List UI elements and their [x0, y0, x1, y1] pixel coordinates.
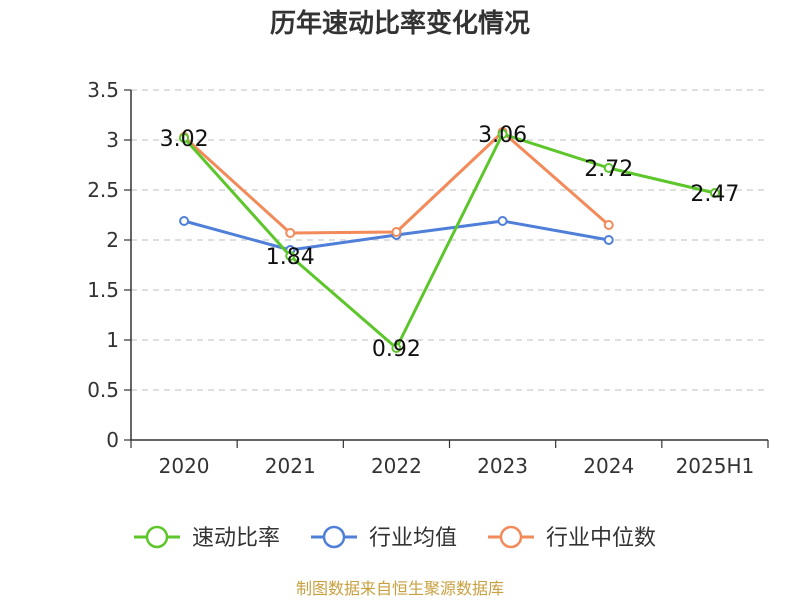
series-point — [285, 228, 296, 238]
data-label: 3.02 — [160, 127, 209, 152]
y-tick-label: 1 — [106, 328, 119, 352]
y-tick-label: 1.5 — [87, 278, 119, 302]
series-point — [497, 216, 508, 226]
data-label: 3.06 — [478, 123, 527, 148]
y-tick-label: 0.5 — [87, 378, 119, 402]
legend-label: 行业均值 — [369, 526, 457, 551]
y-tick-label: 2.5 — [87, 178, 119, 202]
y-tick-label: 0 — [106, 428, 119, 452]
x-tick-label: 2021 — [265, 454, 316, 478]
legend[interactable]: 速动比率 行业均值 行业中位数 — [134, 525, 656, 551]
y-tick-label: 3.5 — [87, 78, 119, 102]
y-tick-label: 2 — [106, 228, 119, 252]
y-tick-label: 3 — [106, 128, 119, 152]
legend-marker-icon — [145, 525, 169, 549]
legend-item[interactable]: 行业中位数 — [488, 525, 656, 551]
legend-label: 速动比率 — [192, 526, 280, 551]
series-point — [603, 163, 614, 173]
legend-marker-icon — [322, 525, 346, 549]
legend-label: 行业中位数 — [546, 526, 656, 551]
data-label: 1.84 — [266, 245, 315, 270]
series-point — [179, 216, 190, 226]
source-note: 制图数据来自恒生聚源数据库 — [296, 579, 504, 598]
x-tick-label: 2025H1 — [676, 454, 755, 478]
x-tick-label: 2022 — [371, 454, 422, 478]
x-tick-label: 2024 — [583, 454, 634, 478]
axes: 0 0.5 1 1.5 2 2.5 3 3.5 2020 2021 2022 2023 2024 2025… — [87, 78, 769, 478]
series-point — [285, 251, 296, 261]
series-point — [179, 133, 190, 143]
series-point — [391, 227, 402, 237]
data-label: 2.72 — [584, 157, 633, 182]
x-tick-label: 2023 — [477, 454, 528, 478]
data-label: 2.47 — [690, 182, 739, 207]
chart-title: 历年速动比率变化情况 — [270, 8, 530, 39]
series-point — [497, 129, 508, 139]
series-point — [603, 235, 614, 245]
series-layer — [179, 127, 720, 353]
series-point — [603, 220, 614, 230]
legend-marker-icon — [499, 525, 523, 549]
legend-item[interactable]: 行业均值 — [311, 525, 457, 551]
legend-item[interactable]: 速动比率 — [134, 525, 280, 551]
series-point — [709, 188, 720, 198]
series-line — [182, 132, 716, 350]
data-label: 0.92 — [372, 337, 421, 362]
x-tick-label: 2020 — [159, 454, 210, 478]
series-point — [391, 343, 402, 353]
data-labels: 3.02 1.84 0.92 3.06 2.72 2.47 — [160, 123, 740, 362]
gridlines — [131, 89, 768, 391]
